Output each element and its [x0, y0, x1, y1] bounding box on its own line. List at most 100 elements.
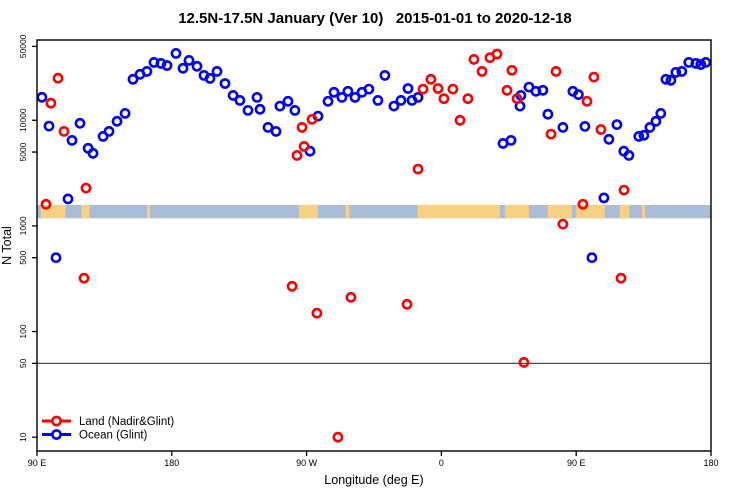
land-point	[306, 113, 318, 125]
ocean-point	[655, 108, 667, 119]
land-point	[432, 83, 444, 94]
land-point	[58, 125, 70, 137]
ocean-point	[50, 252, 62, 264]
ocean-point	[322, 95, 334, 107]
land-point	[412, 163, 424, 175]
land-point	[491, 48, 503, 60]
ocean-point	[603, 133, 615, 145]
legend-ocean-label: Ocean (Glint)	[79, 430, 148, 442]
y-tick-label: 10000	[18, 108, 28, 132]
land-point	[588, 71, 600, 83]
ocean-point	[43, 120, 55, 132]
land-point	[511, 93, 523, 105]
land-point	[40, 198, 52, 210]
ocean-point	[690, 58, 702, 69]
land-point	[557, 218, 569, 230]
y-axis-title: N Total	[0, 226, 14, 265]
land-point	[286, 280, 298, 292]
land-point	[417, 83, 429, 95]
ocean-point	[537, 84, 549, 96]
map-ocean	[37, 204, 711, 219]
legend-ocean-marker-icon	[51, 429, 62, 440]
ocean-point	[660, 73, 672, 85]
ocean-point	[644, 122, 656, 133]
y-tick-label: 10	[18, 432, 28, 442]
land-point	[52, 72, 64, 84]
ocean-point	[274, 100, 286, 112]
ocean-point	[557, 122, 569, 133]
ocean-point	[395, 95, 407, 106]
land-point	[545, 128, 557, 140]
y-axis: 10 50 100 500 1000 5000 10000 50000	[18, 34, 37, 442]
land-point	[454, 114, 466, 126]
ocean-point	[676, 66, 688, 77]
map-land-segment	[417, 204, 500, 219]
land-point	[518, 356, 530, 368]
land-point	[311, 307, 323, 319]
ocean-point	[342, 85, 354, 97]
y-tick-label: 100	[18, 324, 28, 338]
ocean-point	[633, 130, 645, 142]
ocean-point	[349, 92, 361, 103]
map-land-segment	[547, 204, 572, 219]
land-point	[618, 184, 630, 196]
ocean-point	[542, 108, 554, 120]
land-point	[506, 64, 518, 76]
land-point	[401, 298, 413, 310]
x-tick-label: 0	[439, 458, 444, 468]
map-land-segment	[619, 204, 630, 219]
land-point	[577, 198, 589, 210]
ocean-point	[638, 129, 650, 141]
land-point	[468, 54, 480, 65]
land-point	[615, 272, 627, 284]
x-axis-title: Longitude (deg E)	[324, 473, 423, 487]
land-point	[80, 182, 92, 194]
ocean-point	[388, 100, 400, 112]
x-tick-label: 90 E	[567, 458, 586, 468]
ocean-point	[700, 57, 712, 68]
ocean-point	[254, 103, 266, 115]
ocean-point	[127, 73, 139, 85]
ocean-point	[227, 90, 239, 101]
land-point	[332, 431, 344, 443]
y-tick-label: 5000	[18, 142, 28, 161]
ocean-point	[219, 78, 231, 89]
ocean-point	[262, 122, 274, 133]
land-point	[447, 83, 459, 95]
land-point	[78, 272, 90, 284]
ocean-point	[598, 192, 610, 204]
ocean-point	[141, 66, 153, 77]
map-land-segment	[345, 204, 350, 219]
ocean-point	[611, 119, 623, 130]
ocean-point	[191, 60, 203, 72]
map-land-segment	[642, 204, 646, 219]
ocean-point	[623, 149, 635, 161]
land-point	[595, 124, 607, 135]
map-land-segment	[81, 204, 90, 219]
ocean-point	[234, 95, 246, 106]
x-axis: 90 E 180 90 W 0 90 E 180	[28, 451, 719, 468]
x-tick-label: 180	[164, 458, 179, 468]
ocean-point	[586, 252, 598, 264]
ocean-point	[242, 105, 254, 116]
ocean-point	[211, 66, 223, 77]
y-tick-label: 50000	[18, 34, 28, 58]
land-point	[550, 66, 562, 77]
world-map-band	[37, 204, 711, 219]
ocean-point	[573, 89, 584, 100]
land-point	[425, 73, 437, 85]
land-point	[462, 93, 474, 105]
chart-title: 12.5N-17.5N January (Ver 10) 2015-01-01 …	[178, 10, 572, 27]
ocean-point	[363, 83, 375, 95]
land-point	[345, 291, 357, 303]
ocean-point	[66, 134, 78, 146]
ocean-point	[111, 115, 123, 127]
map-land-segment	[147, 204, 151, 219]
ocean-point	[412, 92, 424, 103]
ocean-series	[36, 48, 712, 264]
land-point	[298, 140, 310, 152]
land-point	[476, 66, 488, 77]
ocean-point	[36, 91, 48, 103]
